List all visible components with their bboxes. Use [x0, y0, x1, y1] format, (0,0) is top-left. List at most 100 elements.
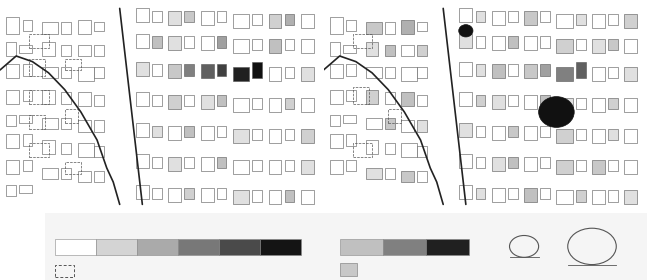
Bar: [61, 92, 71, 104]
Bar: [65, 59, 81, 70]
Bar: [346, 134, 356, 146]
Bar: [385, 67, 395, 78]
Text: 10,0: 10,0: [231, 258, 248, 267]
Bar: [61, 168, 71, 179]
Text: 7,5: 7,5: [192, 258, 204, 267]
Bar: [301, 67, 314, 81]
Bar: [401, 171, 414, 182]
Text: 6: 6: [424, 258, 428, 267]
Bar: [592, 129, 605, 143]
Circle shape: [538, 97, 575, 127]
Bar: [353, 87, 369, 104]
Bar: [217, 11, 226, 22]
Bar: [340, 263, 357, 276]
Bar: [592, 14, 605, 28]
Bar: [608, 129, 618, 140]
Bar: [217, 188, 226, 199]
Text: na počtu obyvatel (v procentech): na počtu obyvatel (v procentech): [55, 228, 189, 238]
Bar: [168, 126, 181, 140]
Bar: [401, 67, 417, 81]
Bar: [285, 98, 294, 109]
Bar: [608, 39, 618, 50]
Bar: [346, 160, 356, 171]
Bar: [168, 64, 181, 78]
Bar: [152, 188, 162, 199]
Bar: [136, 8, 149, 22]
Bar: [96, 239, 137, 255]
Bar: [366, 67, 382, 78]
Bar: [260, 239, 301, 255]
Bar: [556, 98, 573, 112]
Bar: [23, 64, 32, 76]
Bar: [168, 188, 181, 202]
Bar: [78, 92, 91, 106]
Bar: [136, 92, 149, 106]
Bar: [168, 11, 181, 25]
Bar: [417, 67, 427, 78]
Bar: [78, 20, 91, 34]
Bar: [252, 14, 262, 25]
Bar: [476, 95, 485, 106]
Bar: [340, 239, 383, 255]
Bar: [592, 39, 605, 53]
Bar: [385, 22, 395, 34]
Bar: [23, 160, 32, 171]
Text: Nerezidenční objekty: Nerezidenční objekty: [361, 265, 446, 274]
Bar: [252, 39, 262, 50]
Bar: [94, 67, 104, 78]
Bar: [252, 98, 262, 109]
Bar: [343, 45, 356, 53]
Bar: [269, 98, 281, 112]
Bar: [78, 67, 94, 81]
Bar: [233, 14, 249, 28]
Bar: [556, 39, 573, 53]
Bar: [42, 140, 55, 154]
Bar: [524, 11, 537, 25]
Bar: [217, 157, 226, 168]
Bar: [201, 157, 214, 171]
Bar: [301, 160, 314, 174]
Bar: [136, 34, 149, 48]
Bar: [624, 190, 637, 204]
Text: Nerezidenční objekty: Nerezidenční objekty: [81, 266, 166, 275]
Bar: [576, 190, 586, 202]
Bar: [152, 157, 162, 168]
Bar: [492, 126, 505, 140]
Bar: [152, 126, 162, 137]
Text: 15: 15: [587, 258, 597, 267]
Bar: [426, 239, 469, 255]
Bar: [556, 160, 573, 174]
Bar: [269, 67, 281, 81]
Text: 10: 10: [520, 258, 529, 267]
Bar: [508, 11, 518, 22]
Bar: [61, 143, 71, 154]
Bar: [252, 160, 262, 171]
Bar: [136, 123, 149, 137]
Bar: [301, 14, 314, 28]
Bar: [608, 67, 618, 78]
Bar: [508, 64, 518, 76]
Bar: [366, 42, 378, 56]
Bar: [19, 185, 32, 193]
Bar: [385, 92, 395, 104]
Bar: [624, 129, 637, 143]
Bar: [6, 160, 19, 174]
Bar: [417, 171, 427, 182]
Bar: [576, 62, 586, 78]
Bar: [94, 146, 104, 157]
Bar: [556, 67, 573, 81]
Bar: [184, 157, 194, 168]
Bar: [417, 146, 427, 157]
Bar: [233, 129, 249, 143]
Bar: [42, 67, 58, 78]
Bar: [6, 90, 19, 104]
Bar: [42, 42, 55, 56]
Bar: [201, 188, 214, 202]
Bar: [476, 36, 485, 48]
Bar: [78, 45, 91, 56]
Text: 2,5: 2,5: [111, 258, 122, 267]
Bar: [366, 140, 378, 154]
Bar: [492, 188, 505, 202]
Bar: [184, 95, 194, 106]
Bar: [217, 126, 226, 137]
